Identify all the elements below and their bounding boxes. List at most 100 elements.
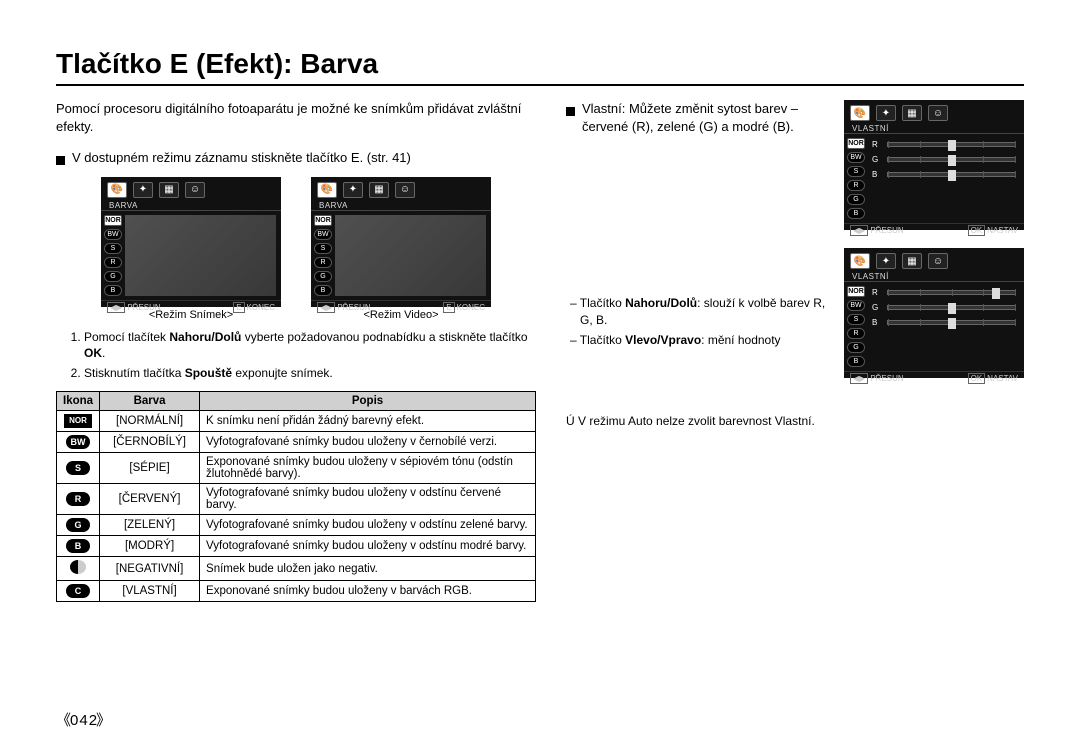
title-rule <box>56 84 1024 86</box>
sb-s: S <box>314 243 332 254</box>
sb-bw: BW <box>314 229 332 240</box>
tab-2-icon: ✦ <box>133 182 153 198</box>
slider-row: R <box>872 140 1016 149</box>
sb-g: G <box>847 194 865 205</box>
table-row: B[MODRÝ]Vyfotografované snímky budou ulo… <box>57 536 536 557</box>
slider-label: R <box>872 288 882 297</box>
sb-b: B <box>847 356 865 367</box>
foot-move: PŘESUN <box>870 374 903 383</box>
slider-label: R <box>872 140 882 149</box>
nor-icon: NOR <box>64 414 92 428</box>
tab-3-icon: ▦ <box>902 253 922 269</box>
color-pill-icon: BW <box>66 435 90 449</box>
slider-track <box>887 142 1016 147</box>
intro-text: Pomocí procesoru digitálního fotoaparátu… <box>56 100 536 135</box>
th-icon: Ikona <box>57 392 100 411</box>
slider-thumb <box>948 318 956 329</box>
foot-move: PŘESUN <box>127 303 160 312</box>
slider-row: R <box>872 288 1016 297</box>
tab-3-icon: ▦ <box>902 105 922 121</box>
ok-key-icon: OK <box>968 373 986 384</box>
color-name: [NORMÁLNÍ] <box>100 411 200 432</box>
e-key-icon: E <box>233 302 244 313</box>
sb-bw: BW <box>847 152 865 163</box>
sb-nor: NOR <box>847 286 865 297</box>
table-row: C[VLASTNÍ]Exponované snímky budou uložen… <box>57 581 536 602</box>
sb-r: R <box>314 257 332 268</box>
table-row: NOR [NORMÁLNÍ]K snímku není přidán žádný … <box>57 411 536 432</box>
table-row: R [ČERVENÝ]Vyfotografované snímky budou u… <box>57 484 536 515</box>
tab-color-icon: 🎨 <box>850 105 870 121</box>
foot-exit: KONEC <box>247 303 275 312</box>
sb-g: G <box>847 342 865 353</box>
color-desc: Vyfotografované snímky budou uloženy v o… <box>200 484 536 515</box>
sb-bw: BW <box>847 300 865 311</box>
slider-label: G <box>872 303 882 312</box>
tab-4-icon: ☺ <box>928 253 948 269</box>
sb-s: S <box>847 314 865 325</box>
sb-nor: NOR <box>314 215 332 226</box>
lcd-sidebar: NOR BW S R G B <box>311 211 335 300</box>
slider-row: B <box>872 318 1016 327</box>
color-pill-icon: C <box>66 584 90 598</box>
color-desc: K snímku není přidán žádný barevný efekt… <box>200 411 536 432</box>
lcd-sidebar: NOR BW S R G B <box>844 282 868 371</box>
tab-4-icon: ☺ <box>185 182 205 198</box>
slider-track <box>887 157 1016 162</box>
ok-key-icon: OK <box>968 225 986 236</box>
lcd-snimek: 🎨 ✦ ▦ ☺ BARVA NOR BW S R G B <box>101 177 281 307</box>
e-key-icon: E <box>443 302 454 313</box>
slider-label: G <box>872 155 882 164</box>
negative-icon <box>70 560 86 574</box>
sb-nor: NOR <box>104 215 122 226</box>
sb-g: G <box>104 271 122 282</box>
sb-r: R <box>847 180 865 191</box>
color-pill-icon: S <box>66 461 90 475</box>
slider-thumb <box>948 140 956 151</box>
slider-label: B <box>872 170 882 179</box>
slider-thumb <box>992 288 1000 299</box>
color-name: [VLASTNÍ] <box>100 581 200 602</box>
tab-color-icon: 🎨 <box>850 253 870 269</box>
slider-thumb <box>948 155 956 166</box>
color-desc: Snímek bude uložen jako negativ. <box>200 557 536 581</box>
lcd-sidebar: NOR BW S R G B <box>101 211 125 300</box>
tab-3-icon: ▦ <box>159 182 179 198</box>
sb-r: R <box>847 328 865 339</box>
tab-color-icon: 🎨 <box>107 182 127 198</box>
bullet-icon <box>566 107 575 116</box>
table-row: S[SÉPIE]Exponované snímky budou uloženy … <box>57 453 536 484</box>
table-row: BW [ČERNOBÍLÝ]Vyfotografované snímky budo… <box>57 432 536 453</box>
slider-row: G <box>872 303 1016 312</box>
lcd-video: 🎨 ✦ ▦ ☺ BARVA NOR BW S R G B <box>311 177 491 307</box>
lcd-tab-title: VLASTNÍ <box>844 272 1024 282</box>
sb-b: B <box>847 208 865 219</box>
table-row: G[ZELENÝ]Vyfotografované snímky budou ul… <box>57 515 536 536</box>
sb-bw: BW <box>104 229 122 240</box>
th-desc: Popis <box>200 392 536 411</box>
th-name: Barva <box>100 392 200 411</box>
color-pill-icon: R <box>66 492 90 506</box>
bullet-icon <box>56 156 65 165</box>
slider-thumb <box>948 170 956 181</box>
sb-s: S <box>104 243 122 254</box>
color-name: [ČERNOBÍLÝ] <box>100 432 200 453</box>
sb-r: R <box>104 257 122 268</box>
color-effect-table: Ikona Barva Popis NOR [NORMÁLNÍ]K snímku … <box>56 391 536 602</box>
lcd-custom-2: 🎨 ✦ ▦ ☺ VLASTNÍ NOR BW S R G B RGB <box>844 248 1024 378</box>
move-key-icon: ◀▶ <box>107 302 125 313</box>
page-title: Tlačítko E (Efekt): Barva <box>56 48 1024 80</box>
custom-color-text: Vlastní: Můžete změnit sytost barev – če… <box>582 100 832 135</box>
step-1: Pomocí tlačítek Nahoru/Dolů vyberte poža… <box>84 329 536 361</box>
tab-4-icon: ☺ <box>395 182 415 198</box>
sb-s: S <box>847 166 865 177</box>
color-name: [ZELENÝ] <box>100 515 200 536</box>
color-name: [ČERVENÝ] <box>100 484 200 515</box>
color-desc: Vyfotografované snímky budou uloženy v č… <box>200 432 536 453</box>
color-desc: Exponované snímky budou uloženy v sépiov… <box>200 453 536 484</box>
foot-exit: KONEC <box>457 303 485 312</box>
lcd-preview <box>335 215 486 296</box>
sb-g: G <box>314 271 332 282</box>
lcd-tab-title: BARVA <box>101 201 281 211</box>
tab-2-icon: ✦ <box>343 182 363 198</box>
